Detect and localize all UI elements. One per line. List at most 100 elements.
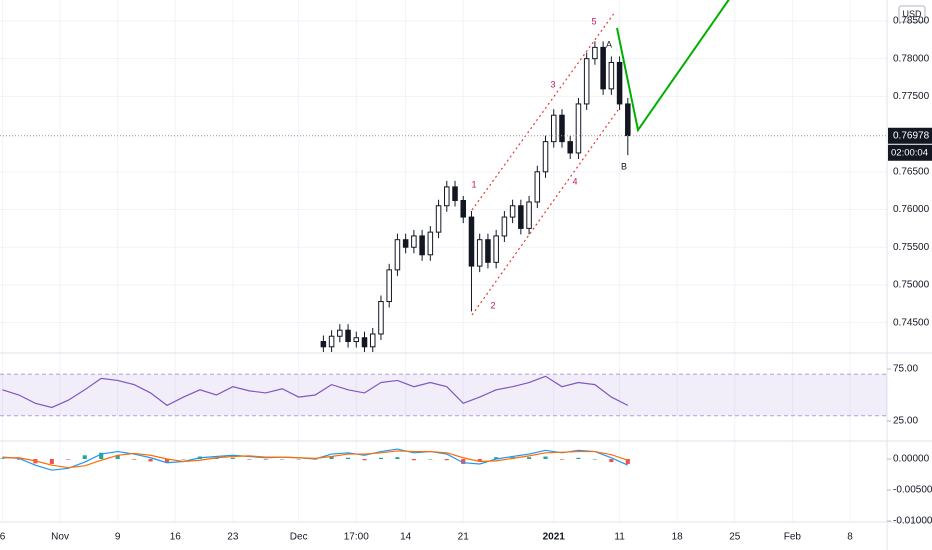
- macd-histogram-bar: [99, 452, 104, 459]
- countdown-box: [888, 144, 932, 161]
- macd-histogram-bar: [559, 458, 565, 460]
- macd-histogram-bar: [428, 458, 433, 460]
- macd-histogram-bar: [280, 458, 285, 460]
- x-tick-label: 25: [729, 532, 741, 543]
- macd-histogram-bar: [576, 457, 581, 459]
- x-tick-label: 16: [170, 532, 182, 543]
- wave-label: 3: [550, 79, 555, 89]
- channel-upper: [471, 11, 616, 211]
- macd-signal-line: [2, 450, 629, 469]
- y-tick-label: 0.75000: [893, 280, 930, 291]
- macd-histogram-bar: [395, 457, 400, 459]
- rsi-band: [0, 374, 887, 416]
- macd-histogram-bar: [543, 456, 548, 459]
- macd-macd-line: [2, 448, 629, 471]
- x-tick-label: 18: [672, 532, 684, 543]
- macd-histogram-bar: [0, 458, 5, 459]
- candle-body: [592, 46, 598, 60]
- x-tick-label: Dec: [290, 532, 308, 543]
- macd-histogram-bar: [609, 458, 614, 463]
- macd-histogram-bar: [82, 455, 87, 459]
- candle-body: [369, 333, 376, 348]
- countdown: 02:00:04: [891, 147, 928, 158]
- y-tick-label: 0.76000: [893, 204, 930, 215]
- y-tick-label: 0.78000: [893, 53, 930, 64]
- candle-body: [444, 186, 450, 207]
- candle-body: [600, 46, 606, 90]
- candle-body: [435, 205, 442, 233]
- x-tick-label: 21: [458, 532, 470, 543]
- wave-label: 2: [490, 300, 495, 310]
- macd-histogram-bar: [247, 458, 252, 460]
- candle-body: [337, 329, 343, 337]
- candle-body: [394, 239, 401, 271]
- candle-body: [567, 141, 573, 154]
- macd-histogram-bar: [263, 458, 268, 460]
- macd-histogram-bar: [164, 458, 170, 463]
- main-pane: 1 2 3 4 5 A B: [320, 0, 730, 352]
- macd-histogram-bar: [16, 458, 21, 460]
- macd-histogram-bar: [362, 458, 367, 461]
- y-tick-label: 0.78500: [893, 16, 930, 27]
- x-tick-label: Nov: [51, 532, 69, 543]
- rsi-tick-label: 25.00: [893, 416, 918, 427]
- y-tick-label: 0.77500: [893, 91, 930, 102]
- macd-histogram-bar: [329, 456, 334, 459]
- x-tick-label: Feb: [784, 532, 802, 543]
- x-tick-label: 14: [400, 532, 412, 543]
- y-tick-label: 0.74500: [893, 317, 930, 328]
- candle-body: [534, 171, 541, 203]
- candle-body: [353, 337, 360, 343]
- macd-tick-label: -0.01000: [893, 516, 932, 527]
- macd-histogram-bar: [132, 458, 137, 460]
- rsi-line: [2, 375, 629, 409]
- macd-histogram-bar: [115, 455, 120, 459]
- x-tick-label: 6: [0, 532, 6, 543]
- candle-body: [518, 205, 524, 229]
- macd-histogram-bar: [49, 458, 54, 464]
- macd-histogram-bar: [477, 458, 482, 462]
- candle-body: [485, 239, 491, 263]
- candle-body: [542, 141, 549, 173]
- current-price-box: [888, 127, 932, 144]
- candle-body: [468, 216, 475, 267]
- candle-body: [328, 335, 335, 348]
- candle-body: [476, 239, 483, 267]
- candle-body: [411, 235, 417, 248]
- overlay: USD 0.74500 0.75000 0.75500 0.76000 0.76500 0…: [893, 5, 930, 328]
- candle-body: [386, 269, 392, 303]
- macd-histogram-bar: [444, 458, 449, 461]
- candle-body: [559, 114, 565, 143]
- candle-body: [402, 239, 409, 248]
- wave-label: A: [606, 39, 612, 49]
- candle-body: [501, 216, 508, 237]
- candle-body: [452, 186, 458, 201]
- x-tick-label: 23: [227, 532, 239, 543]
- candle-body: [427, 231, 434, 256]
- candle-body: [509, 205, 516, 218]
- wave-label: B: [621, 161, 627, 171]
- macd-histogram-bar: [461, 458, 466, 464]
- candle-body: [616, 61, 623, 105]
- macd-histogram-bar: [66, 458, 71, 460]
- macd-histogram-bar: [296, 458, 301, 460]
- candle-body: [583, 58, 590, 105]
- candle-body: [320, 341, 327, 348]
- macd-histogram-bar: [378, 457, 384, 459]
- candle-body: [526, 201, 532, 229]
- macd-histogram-bar: [411, 458, 416, 461]
- macd-histogram-bar: [148, 458, 153, 462]
- currency-box: [898, 5, 926, 23]
- macd-histogram-bar: [625, 458, 630, 464]
- macd-histogram-bar: [592, 458, 597, 460]
- y-tick-label: 0.76500: [893, 166, 930, 177]
- candle-body: [550, 114, 557, 143]
- candle-body: [575, 103, 582, 154]
- macd-histogram-bar: [494, 457, 499, 459]
- macd-histogram-bar: [527, 457, 532, 459]
- candle-body: [493, 235, 499, 263]
- candle-body: [625, 103, 631, 137]
- candle-body: [419, 235, 425, 256]
